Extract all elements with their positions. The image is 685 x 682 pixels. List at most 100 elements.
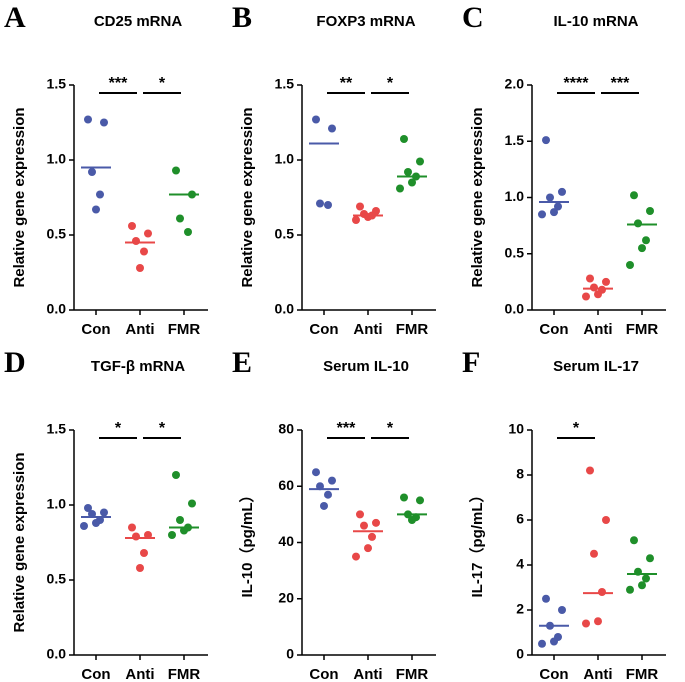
x-tick-label: Con [309,321,338,338]
y-tick-label: 60 [278,477,294,493]
data-point [558,606,566,614]
y-tick-label: 0 [286,646,294,662]
y-axis-label: Relative gene expression [469,107,486,287]
data-point [324,490,332,499]
y-tick-label: 0.5 [47,571,67,587]
x-tick-label: Con [539,666,568,682]
data-point [630,536,638,545]
data-point [364,544,372,553]
data-point [550,637,558,646]
data-point [400,493,408,502]
y-axis-label: IL-17（pg/mL） [468,487,486,597]
y-tick-label: 0.5 [47,226,67,242]
data-point [140,549,148,557]
data-point [586,274,594,283]
y-tick-label: 10 [508,421,524,437]
y-tick-label: 1.0 [47,496,67,512]
y-axis-label: IL-10（pg/mL） [238,487,256,597]
data-point [538,210,546,219]
data-point [100,508,108,517]
significance-label: **** [564,75,590,92]
y-tick-label: 40 [278,533,294,549]
data-point [136,264,144,272]
significance-label: * [115,420,122,437]
chart-title: IL-10 mRNA [553,13,638,30]
data-point [602,277,610,286]
x-tick-label: Con [539,321,568,338]
x-tick-label: Anti [125,321,154,338]
x-tick-label: Anti [583,666,612,682]
y-tick-label: 1.0 [275,151,295,167]
x-tick-label: Anti [125,666,154,682]
data-point [368,532,376,541]
x-tick-label: FMR [626,321,659,338]
data-point [140,247,148,256]
significance-label: *** [337,420,356,437]
significance-label: * [159,75,166,92]
y-tick-label: 0.5 [275,226,295,242]
data-point [582,292,590,301]
data-point [100,118,108,127]
y-axis-label: Relative gene expression [11,452,28,632]
chart-title: FOXP3 mRNA [316,13,415,30]
x-tick-label: FMR [168,666,201,682]
data-point [356,202,364,211]
chart-title: Serum IL-10 [323,358,409,375]
y-tick-label: 0.0 [505,301,525,317]
x-tick-label: Con [309,666,338,682]
y-tick-label: 1.0 [505,188,525,204]
y-tick-label: 1.5 [47,76,67,92]
data-point [84,115,92,124]
data-point [352,552,360,561]
data-point [144,229,152,238]
data-point [408,178,416,187]
data-point [594,290,602,299]
data-point [550,208,558,217]
panel-label: D [4,346,26,379]
data-point [598,588,606,596]
data-point [128,523,136,532]
significance-label: * [387,420,394,437]
y-tick-label: 0 [516,646,524,662]
data-point [546,193,554,202]
data-point [646,554,654,563]
x-tick-label: Anti [353,666,382,682]
data-point [356,510,364,519]
x-tick-label: Anti [353,321,382,338]
data-point [416,496,424,505]
data-point [364,213,372,221]
data-point [626,261,634,269]
data-point [136,564,144,572]
data-point [408,516,416,524]
data-point [328,124,336,133]
data-point [324,201,332,209]
y-tick-label: 0.0 [47,646,67,662]
data-point [590,549,598,558]
chart-title: CD25 mRNA [94,13,183,30]
data-point [602,516,610,524]
data-point [558,187,566,196]
data-point [168,531,176,539]
y-tick-label: 1.5 [47,421,67,437]
y-axis-label: Relative gene expression [11,107,28,287]
data-point [582,619,590,628]
data-point [538,639,546,648]
y-tick-label: 8 [516,466,524,482]
data-point [646,207,654,215]
x-tick-label: FMR [396,321,429,338]
y-tick-label: 0.0 [275,301,295,317]
data-point [638,581,646,590]
data-point [638,244,646,253]
data-point [642,236,650,245]
data-point [594,617,602,626]
significance-label: * [159,420,166,437]
data-point [554,202,562,211]
panel-label: E [232,346,252,379]
y-tick-label: 2.0 [505,76,525,92]
data-point [184,228,192,236]
data-point [88,168,96,176]
data-point [132,532,140,541]
data-point [320,501,328,510]
data-point [128,222,136,230]
